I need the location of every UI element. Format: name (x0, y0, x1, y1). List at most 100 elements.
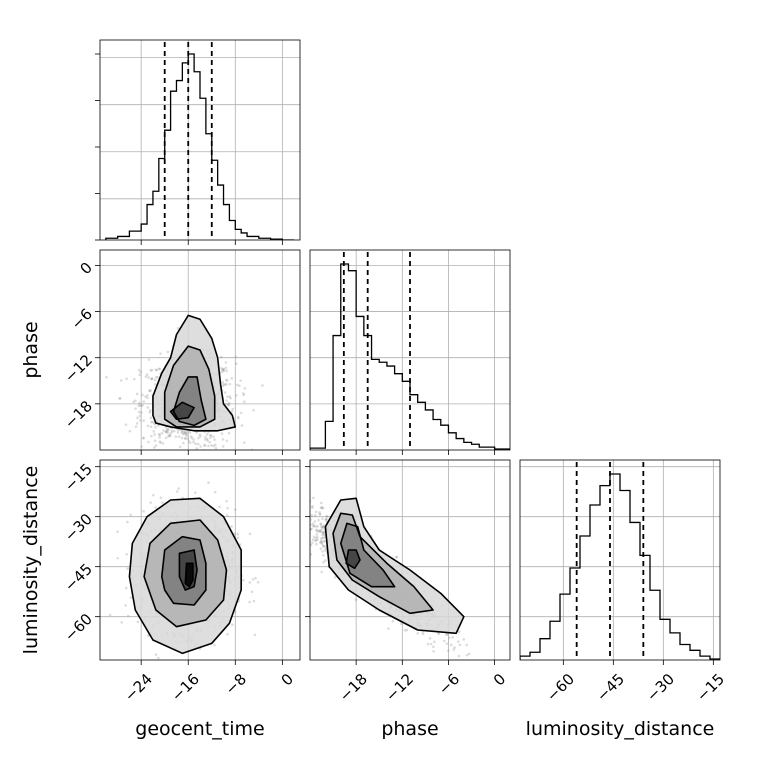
scatter-point (155, 369, 159, 372)
scatter-point (290, 504, 293, 507)
scatter-point (178, 445, 182, 449)
scatter-point (320, 542, 324, 546)
scatter-point (142, 436, 145, 440)
scatter-point (322, 560, 325, 564)
y-tick-label: 0 (77, 259, 96, 278)
scatter-point (195, 447, 199, 450)
scatter-point (173, 452, 176, 455)
y-axis-label-2: luminosity_distance (20, 466, 42, 655)
scatter-point (153, 439, 157, 443)
scatter-point (283, 502, 286, 505)
scatter-point (145, 373, 149, 376)
scatter-point (323, 545, 327, 548)
y-axis-label-1: phase (20, 321, 42, 378)
density-fill (346, 550, 360, 569)
scatter-point (293, 529, 296, 532)
axes-frame (99, 249, 301, 451)
scatter-point (307, 534, 310, 537)
contour-line (169, 401, 195, 421)
scatter-point (242, 392, 245, 395)
scatter-point (305, 524, 308, 527)
scatter-point (158, 440, 162, 443)
scatter-point (279, 496, 282, 499)
scatter-point (166, 431, 170, 434)
scatter-point (313, 520, 317, 523)
scatter-point (318, 512, 322, 516)
scatter-point (315, 529, 319, 533)
scatter-point (213, 443, 217, 447)
scatter-point (154, 425, 157, 429)
scatter-point (293, 482, 296, 485)
scatter-point (207, 481, 210, 485)
scatter-point (153, 383, 157, 386)
scatter-point (289, 495, 292, 498)
scatter-point (270, 484, 273, 487)
scatter-point (224, 402, 228, 406)
scatter-point (302, 511, 305, 514)
scatter-point (227, 401, 231, 405)
scatter-point (322, 525, 325, 529)
scatter-point (310, 527, 313, 531)
scatter-point (302, 518, 305, 521)
scatter-point (157, 656, 160, 660)
scatter-point (150, 368, 154, 372)
scatter-point (129, 596, 133, 599)
contour-line (345, 549, 361, 570)
scatter-point (206, 439, 209, 442)
scatter-point (452, 648, 456, 651)
scatter-point (320, 537, 323, 540)
scatter-point (185, 431, 189, 434)
scatter-point (148, 389, 152, 393)
scatter-point (391, 619, 395, 623)
scatter-point (152, 493, 155, 497)
scatter-point (175, 490, 179, 493)
scatter-point (180, 436, 184, 440)
scatter-point (183, 431, 187, 434)
scatter-point (235, 362, 238, 365)
scatter-point (319, 522, 323, 526)
scatter-point (194, 442, 198, 446)
scatter-point (152, 430, 156, 433)
scatter-point (147, 440, 150, 444)
scatter-point (318, 511, 321, 514)
scatter-point (295, 528, 298, 531)
scatter-point (116, 530, 119, 534)
scatter-point (261, 384, 264, 387)
scatter-point (314, 538, 318, 542)
scatter-point (163, 481, 166, 484)
scatter-point (322, 545, 325, 548)
contour-line (172, 376, 207, 427)
scatter-point (158, 436, 161, 439)
scatter-point (214, 446, 218, 450)
x-tick-label: −8 (222, 670, 250, 698)
scatter-point (134, 425, 138, 428)
y-tick-label: −12 (61, 351, 96, 386)
scatter-point (221, 384, 225, 388)
scatter-point (314, 542, 318, 546)
scatter-point (149, 425, 153, 429)
scatter-point (300, 505, 303, 508)
axes-frame (309, 459, 511, 661)
scatter-point (148, 450, 151, 453)
scatter-point (279, 511, 282, 514)
scatter-point (297, 507, 300, 510)
scatter-point (203, 438, 207, 441)
scatter-point (303, 523, 306, 526)
scatter-point (184, 432, 188, 435)
x-axis-label-0: geocent_time (135, 718, 264, 740)
y-tick-label: −15 (61, 460, 96, 495)
scatter-point (242, 441, 246, 444)
scatter-point (226, 632, 229, 636)
scatter-point (283, 511, 286, 514)
scatter-point (320, 530, 324, 534)
scatter-point (311, 522, 315, 526)
scatter-point (221, 438, 225, 441)
contour-line (184, 562, 194, 588)
scatter-point (445, 633, 449, 636)
x-tick-label: −15 (693, 670, 728, 705)
joint-panel-phase-luminosity_distance: −18 −12 −6 0 (270, 459, 511, 705)
scatter-point (228, 395, 232, 398)
scatter-point (129, 513, 132, 517)
scatter-point (128, 429, 132, 433)
scatter-point (195, 431, 198, 434)
